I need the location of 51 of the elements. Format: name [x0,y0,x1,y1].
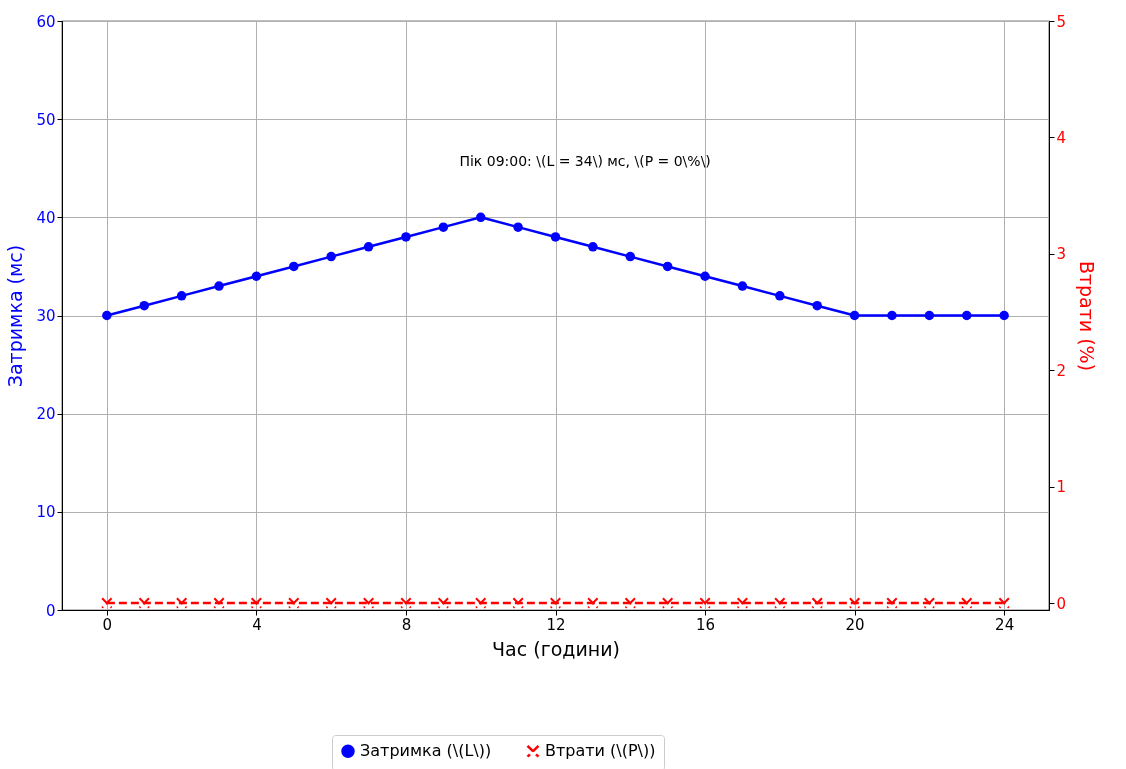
y2-tick-label: 0 [1056,594,1067,613]
annotation: Пік 09:00: \(L = 34\) мс, \(P = 0\%\) [459,153,711,170]
y2-tick-label: 4 [1056,128,1067,147]
y-tick-label: 40 [36,208,56,227]
x-tick-label: 12 [546,615,566,634]
point [363,242,374,252]
x-axis-title: Час (години) [492,637,620,660]
point [326,251,336,262]
point [251,271,262,281]
x-tick-label: 0 [102,615,113,634]
point [176,291,187,301]
y-tick-label: 30 [36,307,56,325]
point [737,281,748,291]
point [588,242,598,252]
point [550,232,561,242]
legend-label: Затримка (\(L\)) [360,741,492,761]
point [139,300,149,311]
y2-tick-label: 5 [1056,12,1067,31]
y2-tick-label: 2 [1056,361,1067,380]
y2-tick-label: 3 [1056,245,1067,264]
y-tick-label: 50 [36,110,56,129]
y-axis-title: Затримка (мс) [4,244,27,388]
y-tick-label: 60 [36,12,56,31]
y-tick-label: 20 [36,405,56,424]
point [214,281,224,291]
point [812,300,822,311]
point [289,261,299,272]
point [700,271,710,281]
x-tick-label: 16 [696,615,716,634]
point [102,310,112,321]
x-tick-label: 4 [252,615,262,634]
point [438,222,449,232]
point [475,212,486,223]
x-tick-label: 24 [995,615,1015,634]
point [662,261,673,272]
point [999,310,1009,321]
point [962,310,972,321]
y-tick-label: 0 [45,601,56,620]
point [775,291,785,301]
y-tick-label: 10 [36,503,56,522]
point [849,310,860,321]
point [625,251,636,262]
y2-tick-label: 1 [1056,478,1067,497]
point [513,222,523,232]
x-tick-label: 20 [845,615,865,634]
y2-axis-title: Втрати (%) [1076,260,1099,372]
point [401,232,411,242]
x-tick-label: 8 [401,615,412,634]
point [924,310,935,321]
legend-label: Втрати (\(P\)) [545,741,656,761]
point [887,310,897,321]
